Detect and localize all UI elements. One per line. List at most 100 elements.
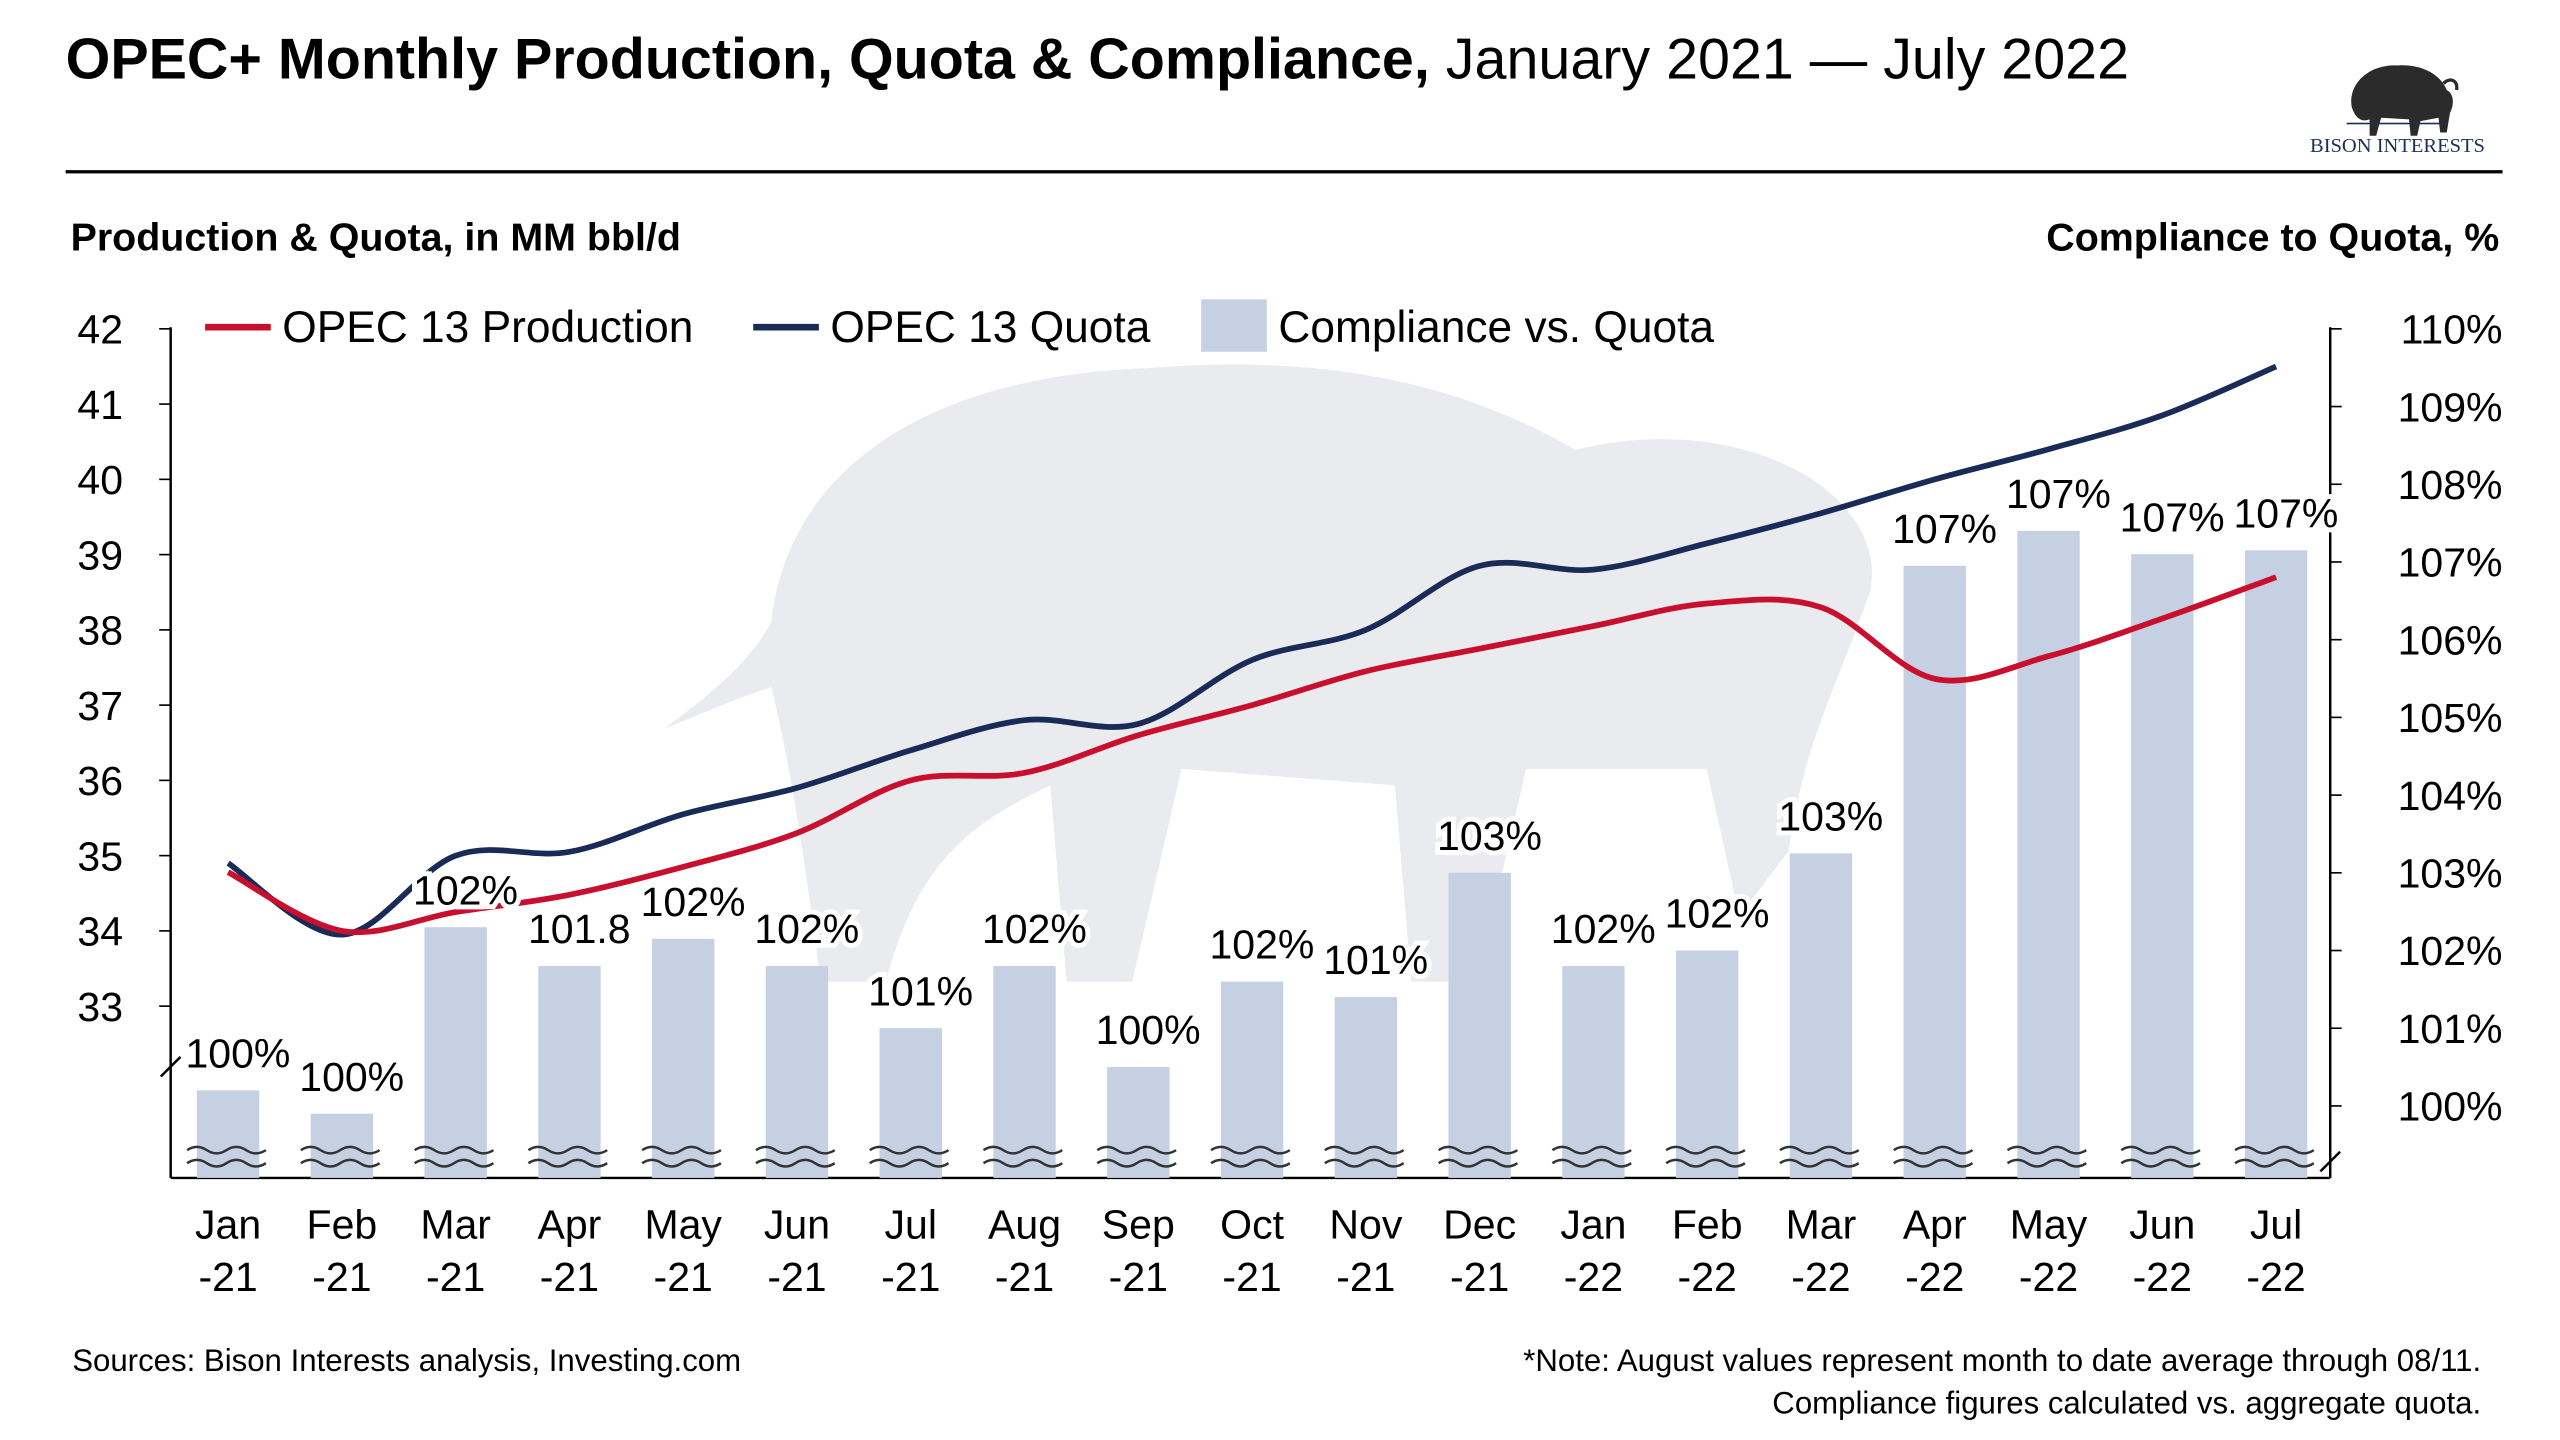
x-tick-label-month: Oct (1220, 1202, 1284, 1248)
x-tick-label-year: -21 (540, 1254, 599, 1300)
bar-break-icon (1665, 1145, 1746, 1168)
left-tick-label: 38 (77, 608, 123, 654)
x-tick-label-month: Mar (1786, 1202, 1857, 1248)
legend-compliance-swatch (1201, 299, 1267, 352)
x-tick-label-month: Apr (1903, 1202, 1967, 1248)
right-tick-label: 104% (2398, 773, 2503, 819)
x-tick-label-month: Jun (764, 1202, 830, 1248)
compliance-data-label: 103% (1437, 813, 1542, 859)
x-tick-label-month: Jan (1560, 1202, 1626, 1248)
compliance-data-label: 107% (2120, 494, 2225, 540)
compliance-data-label: 102% (1551, 906, 1656, 952)
x-tick-label-year: -21 (881, 1254, 940, 1300)
right-tick-label: 105% (2398, 695, 2503, 741)
left-tick-label: 33 (77, 984, 123, 1030)
compliance-bar (1789, 853, 1853, 1178)
compliance-bar (765, 966, 829, 1178)
compliance-data-label: 101% (1323, 937, 1428, 983)
x-tick-label-month: Dec (1443, 1202, 1516, 1248)
bar-break-icon (1096, 1145, 1177, 1168)
x-tick-label-year: -21 (426, 1254, 485, 1300)
x-tick-label-year: -21 (995, 1254, 1054, 1300)
x-tick-label-month: Feb (1672, 1202, 1743, 1248)
legend-quota-label: OPEC 13 Quota (830, 303, 1150, 352)
left-axis-title: Production & Quota, in MM bbl/d (70, 215, 681, 261)
bar-break-icon (1437, 1145, 1519, 1168)
x-tick-label-year: -21 (1450, 1254, 1509, 1300)
right-tick-label: 100% (2398, 1084, 2503, 1130)
bar-break-icon (1210, 1145, 1291, 1168)
right-axis-break-icon (2319, 1150, 2341, 1173)
legend-production-label: OPEC 13 Production (282, 303, 693, 352)
bar-break-icon (186, 1145, 267, 1168)
bison-logo-icon (2346, 65, 2459, 136)
x-tick-label-year: -22 (2133, 1254, 2192, 1300)
bar-break-icon (2120, 1145, 2201, 1168)
x-tick-label-month: Jan (195, 1202, 261, 1248)
compliance-bar (1562, 966, 1625, 1178)
bison-watermark-icon (664, 364, 1872, 982)
compliance-bar (652, 938, 715, 1178)
compliance-bar (1448, 872, 1511, 1178)
x-tick-label-month: Sep (1102, 1202, 1175, 1248)
compliance-data-label: 100% (1096, 1007, 1201, 1053)
compliance-data-label: 102% (1209, 922, 1314, 968)
x-tick-label-year: -22 (2246, 1254, 2305, 1300)
compliance-bar (993, 966, 1056, 1178)
logo-text: BISON INTERESTS (2310, 134, 2485, 158)
compliance-bar (310, 1113, 374, 1178)
left-tick-label: 36 (77, 758, 123, 804)
x-tick-label-year: -21 (312, 1254, 371, 1300)
bar-break-icon (1893, 1145, 1974, 1168)
bar-break-icon (2234, 1145, 2315, 1168)
x-tick-label-year: -21 (1336, 1254, 1395, 1300)
left-tick-label: 41 (77, 382, 123, 428)
left-tick-label: 39 (77, 532, 123, 578)
x-tick-label-year: -22 (1905, 1254, 1964, 1300)
footnote-line-1: *Note: August values represent month to … (1523, 1344, 2482, 1380)
footnote-line-2: Compliance figures calculated vs. aggreg… (1772, 1387, 2482, 1422)
right-tick-label: 103% (2398, 851, 2503, 897)
left-axis-break-icon (159, 1055, 182, 1078)
right-tick-label: 109% (2398, 384, 2503, 430)
left-tick-label: 37 (77, 683, 123, 729)
left-tick-label: 40 (77, 457, 123, 503)
x-tick-label-year: -22 (1791, 1254, 1850, 1300)
quota-line (226, 363, 2278, 938)
compliance-data-label: 103% (1778, 794, 1883, 840)
sources-note: Sources: Bison Interests analysis, Inves… (72, 1344, 742, 1380)
right-axis-title: Compliance to Quota, % (2046, 215, 2500, 261)
x-tick-label-month: Nov (1329, 1202, 1402, 1248)
compliance-data-label: 100% (299, 1054, 404, 1100)
compliance-bar (1107, 1067, 1170, 1178)
compliance-bar (538, 966, 601, 1178)
x-tick-label-year: -21 (767, 1254, 826, 1300)
compliance-data-label: 102% (754, 906, 859, 952)
x-tick-label-month: May (644, 1202, 722, 1248)
left-tick-label: 34 (77, 909, 123, 955)
compliance-data-label: 107% (2233, 490, 2338, 536)
compliance-bar (879, 1028, 942, 1178)
right-tick-label: 107% (2398, 540, 2503, 586)
compliance-bar (2131, 554, 2194, 1178)
x-tick-label-month: Aug (988, 1202, 1061, 1248)
compliance-data-label: 100% (185, 1031, 290, 1077)
compliance-data-label: 107% (2006, 471, 2111, 517)
x-tick-label-year: -21 (1109, 1254, 1168, 1300)
right-tick-label: 106% (2398, 617, 2503, 663)
compliance-data-label: 102% (1665, 891, 1770, 937)
x-tick-label-year: -21 (654, 1254, 713, 1300)
compliance-bar (2244, 550, 2308, 1178)
x-tick-label-month: Jul (885, 1202, 937, 1248)
right-tick-label: 108% (2398, 462, 2503, 508)
compliance-bar (1220, 981, 1284, 1178)
bar-break-icon (1551, 1145, 1632, 1168)
compliance-data-label: 102% (641, 879, 746, 925)
x-tick-label-month: Mar (420, 1202, 491, 1248)
production-line (226, 574, 2278, 936)
chart-title: OPEC+ Monthly Production, Quota & Compli… (65, 27, 2130, 92)
x-tick-label-year: -22 (2019, 1254, 2078, 1300)
right-tick-label: 102% (2398, 928, 2503, 974)
bar-break-icon (982, 1145, 1063, 1168)
